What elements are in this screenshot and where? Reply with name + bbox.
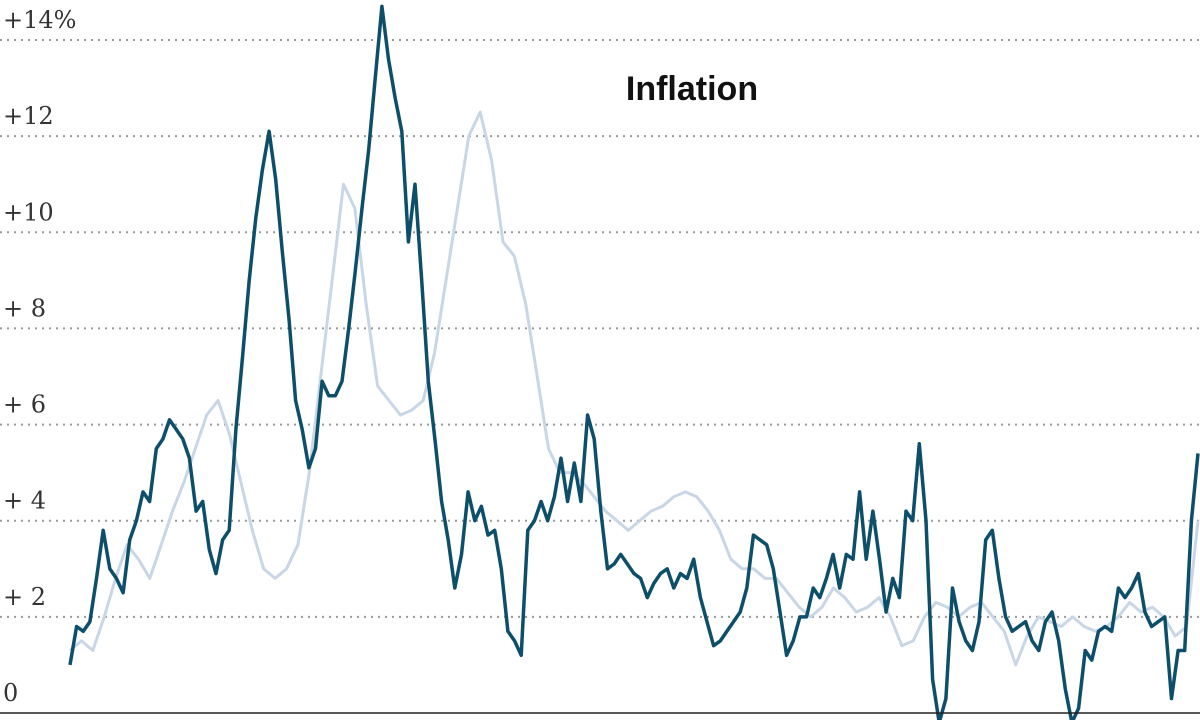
y-tick-label: + 2 <box>3 583 46 611</box>
y-tick-label: +10 <box>3 198 54 226</box>
y-tick-label: +14% <box>3 6 76 34</box>
line-series <box>68 4 1200 720</box>
y-tick-label: +12 <box>3 102 54 130</box>
y-tick-label: + 8 <box>3 294 46 322</box>
y-tick-label: + 6 <box>3 391 46 419</box>
y-tick-label: 0 <box>3 679 18 707</box>
y-tick-label: + 4 <box>3 487 46 515</box>
line-series <box>69 110 1200 667</box>
chart-title: Inflation <box>626 70 758 108</box>
